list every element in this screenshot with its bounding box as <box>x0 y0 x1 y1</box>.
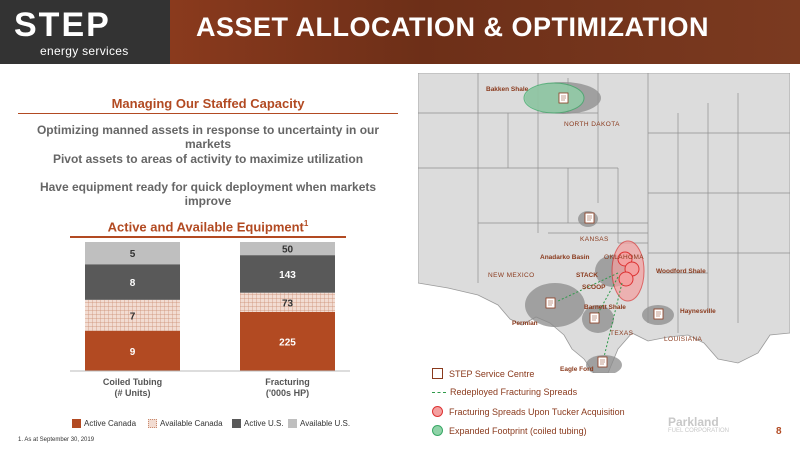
bullet-3: Have equipment ready for quick deploymen… <box>39 180 377 208</box>
state-label-kansas: KANSAS <box>580 236 609 243</box>
legend-item-available-us: Available U.S. <box>288 419 350 428</box>
section-divider <box>18 113 398 114</box>
basin-label-woodford: Woodford Shale <box>656 268 706 275</box>
data-label: 7 <box>130 311 136 322</box>
expanded-footprint-zone <box>523 82 585 114</box>
dashed-arrow-icon <box>432 391 446 393</box>
data-label: 225 <box>279 337 296 348</box>
category-label: (# Units) <box>115 388 151 398</box>
map-legend-redeployed: Redeployed Fracturing Spreads <box>432 387 577 397</box>
legend-label: Active U.S. <box>244 419 284 428</box>
section-heading: Managing Our Staffed Capacity <box>111 96 305 111</box>
legend-label: Active Canada <box>84 419 137 428</box>
bar-segment-active-u-s <box>85 264 180 300</box>
basin-label-bakken: Bakken Shale <box>486 86 529 93</box>
data-label: 143 <box>279 270 296 281</box>
basin-label-stack: STACK <box>576 272 598 279</box>
data-label: 8 <box>130 278 136 289</box>
page-title: ASSET ALLOCATION & OPTIMIZATION <box>196 12 709 42</box>
state-label-new-mexico: NEW MEXICO <box>488 272 535 279</box>
service-centre-icon <box>558 92 569 104</box>
red-circle-icon <box>432 406 443 417</box>
map-legend-label: STEP Service Centre <box>449 368 535 379</box>
chart-heading: Active and Available Equipment1 <box>107 219 309 235</box>
page-number: 8 <box>776 426 782 437</box>
data-label: 73 <box>282 298 294 309</box>
state-label-north-dakota: NORTH DAKOTA <box>564 121 620 128</box>
logo-panel <box>0 0 170 64</box>
chart-legend: Active Canada Available Canada Active U.… <box>70 419 370 431</box>
map-legend-label: Redeployed Fracturing Spreads <box>450 387 578 397</box>
service-centre-icon <box>653 308 664 320</box>
step-logo: STEP <box>14 6 111 44</box>
service-centre-icon <box>432 368 443 379</box>
tucker-spread-marker <box>618 271 634 287</box>
category-label: Coiled Tubing <box>103 377 162 387</box>
data-label: 50 <box>282 245 294 256</box>
map-legend-label: Fracturing Spreads Upon Tucker Acquisiti… <box>449 406 625 417</box>
bar-segment-active-u-s <box>240 255 335 293</box>
bar-segment-active-canada <box>240 311 335 371</box>
partner-logo-name: Parkland <box>668 415 719 429</box>
bar-segment-available-canada <box>85 299 180 331</box>
partner-logo: Parkland FUEL CORPORATION <box>668 415 730 436</box>
legend-swatch <box>232 419 241 428</box>
map-legend-label: Expanded Footprint (coiled tubing) <box>449 425 587 436</box>
state-label-texas: TEXAS <box>610 330 634 337</box>
legend-swatch <box>148 419 157 428</box>
category-label: Fracturing <box>265 377 310 387</box>
legend-swatch <box>288 419 297 428</box>
state-label-louisiana: LOUISIANA <box>664 336 703 343</box>
redeployed-arrows <box>557 272 623 358</box>
map-legend-service-centre: STEP Service Centre <box>432 368 534 379</box>
logo-tagline: energy services <box>40 44 129 58</box>
bar-segment-available-u-s <box>85 242 180 265</box>
header-band <box>170 0 800 64</box>
footnote: 1. As at September 30, 2019 <box>18 437 95 443</box>
data-label: 5 <box>130 249 136 260</box>
service-centre-icon <box>597 356 608 368</box>
service-centre-icon <box>545 297 556 309</box>
footnote-marker: 1 <box>303 219 309 228</box>
service-centres <box>545 92 664 368</box>
legend-item-active-canada: Active Canada <box>72 419 136 428</box>
state-label-oklahoma: OKLAHOMA <box>604 254 644 261</box>
legend-swatch <box>72 419 81 428</box>
basin-label-anadarko: Anadarko Basin <box>540 254 590 261</box>
map-legend-expanded: Expanded Footprint (coiled tubing) <box>432 425 587 436</box>
map-legend-tucker: Fracturing Spreads Upon Tucker Acquisiti… <box>432 406 625 417</box>
bullet-1: Optimizing manned assets in response to … <box>36 123 380 151</box>
legend-label: Available U.S. <box>300 419 351 428</box>
service-centre-icon <box>589 312 600 324</box>
basin-label-haynesville: Haynesville <box>680 308 716 315</box>
basin-label-barnett: Barnett Shale <box>584 304 626 311</box>
legend-item-active-us: Active U.S. <box>232 419 284 428</box>
basin-label-eagle-ford: Eagle Ford <box>560 366 594 373</box>
bullet-2: Pivot assets to areas of activity to max… <box>52 152 364 166</box>
basin-label-permian: Permian <box>512 320 538 327</box>
partner-logo-subtitle: FUEL CORPORATION <box>668 428 730 434</box>
bar-segment-available-u-s <box>240 242 335 256</box>
service-centre-icon <box>584 212 595 224</box>
category-label: ('000s HP) <box>266 388 309 398</box>
bar-segment-active-canada <box>85 330 180 371</box>
legend-item-available-canada: Available Canada <box>148 419 223 428</box>
equipment-chart: 9 7 8 5 Coiled Tubing(# Units) 225 73 143 50 Frac… <box>70 242 350 398</box>
basin-label-scoop: SCOOP <box>582 284 606 291</box>
data-label: 9 <box>130 347 136 358</box>
bar-segment-available-canada <box>240 292 335 312</box>
green-circle-icon <box>432 425 443 436</box>
legend-label: Available Canada <box>160 419 223 428</box>
us-basin-map: Bakken Shale Anadarko Basin STACK SCOOP … <box>418 73 790 373</box>
chart-heading-divider <box>70 236 346 238</box>
